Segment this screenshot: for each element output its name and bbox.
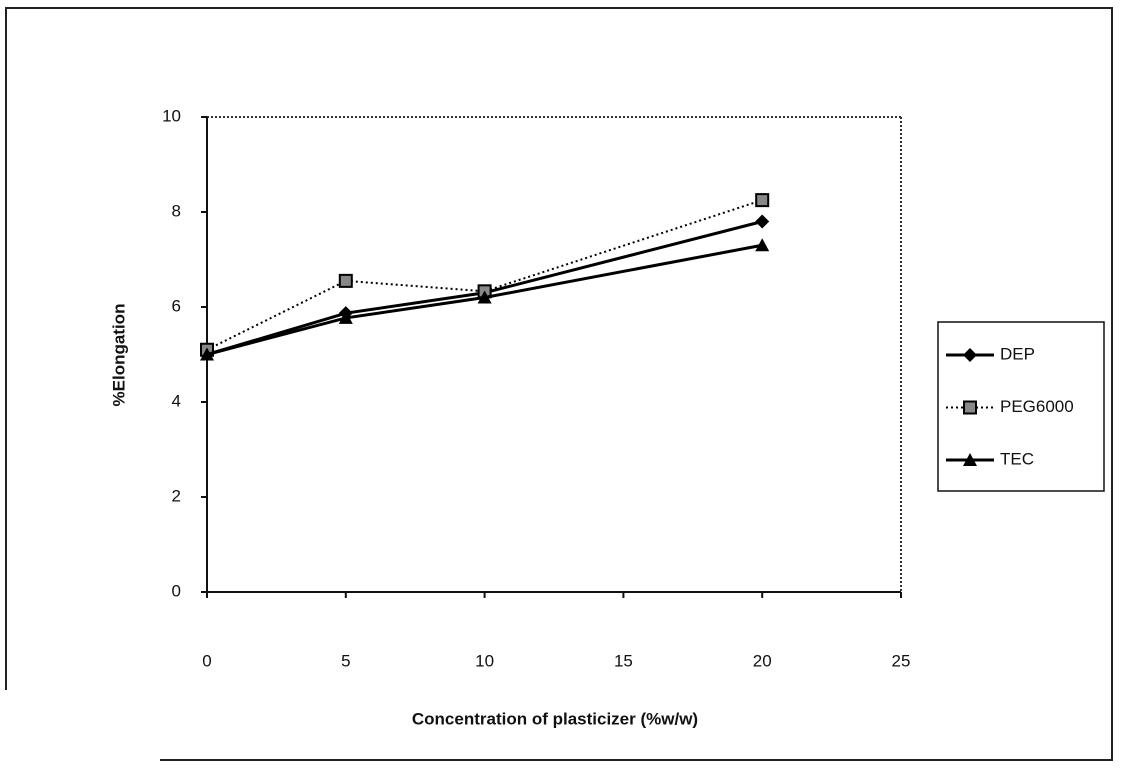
legend-label: DEP: [1000, 344, 1035, 363]
data-point: [477, 290, 492, 304]
y-tick-label: 8: [172, 201, 181, 220]
x-tick-label: 15: [614, 651, 633, 670]
legend-marker: [963, 348, 977, 362]
data-line: [206, 220, 763, 356]
data-line: [206, 243, 763, 356]
data-point: [338, 273, 353, 288]
x-tick-label: 10: [475, 651, 494, 670]
x-tick-label: 20: [753, 651, 772, 670]
x-tick-label: 25: [892, 651, 911, 670]
x-axis-title: Concentration of plasticizer (%w/w): [412, 709, 698, 728]
y-tick-label: 6: [172, 296, 181, 315]
legend-label: TEC: [1000, 449, 1034, 468]
data-line: [206, 199, 763, 351]
data-point: [755, 238, 770, 252]
y-tick-label: 10: [162, 106, 181, 125]
legend-marker: [963, 400, 977, 415]
x-tick-label: 0: [202, 651, 211, 670]
y-tick-label: 4: [172, 391, 181, 410]
legend-label: PEG6000: [1000, 397, 1074, 416]
y-tick-label: 0: [172, 581, 181, 600]
y-tick-label: 2: [172, 486, 181, 505]
frame: [5, 7, 1113, 761]
y-axis-title: %Elongation: [109, 304, 128, 407]
data-point: [755, 214, 770, 229]
x-tick-label: 5: [341, 651, 350, 670]
data-point: [755, 193, 770, 208]
data-point: [200, 347, 214, 361]
legend-marker: [963, 453, 977, 466]
data-point: [338, 310, 353, 324]
